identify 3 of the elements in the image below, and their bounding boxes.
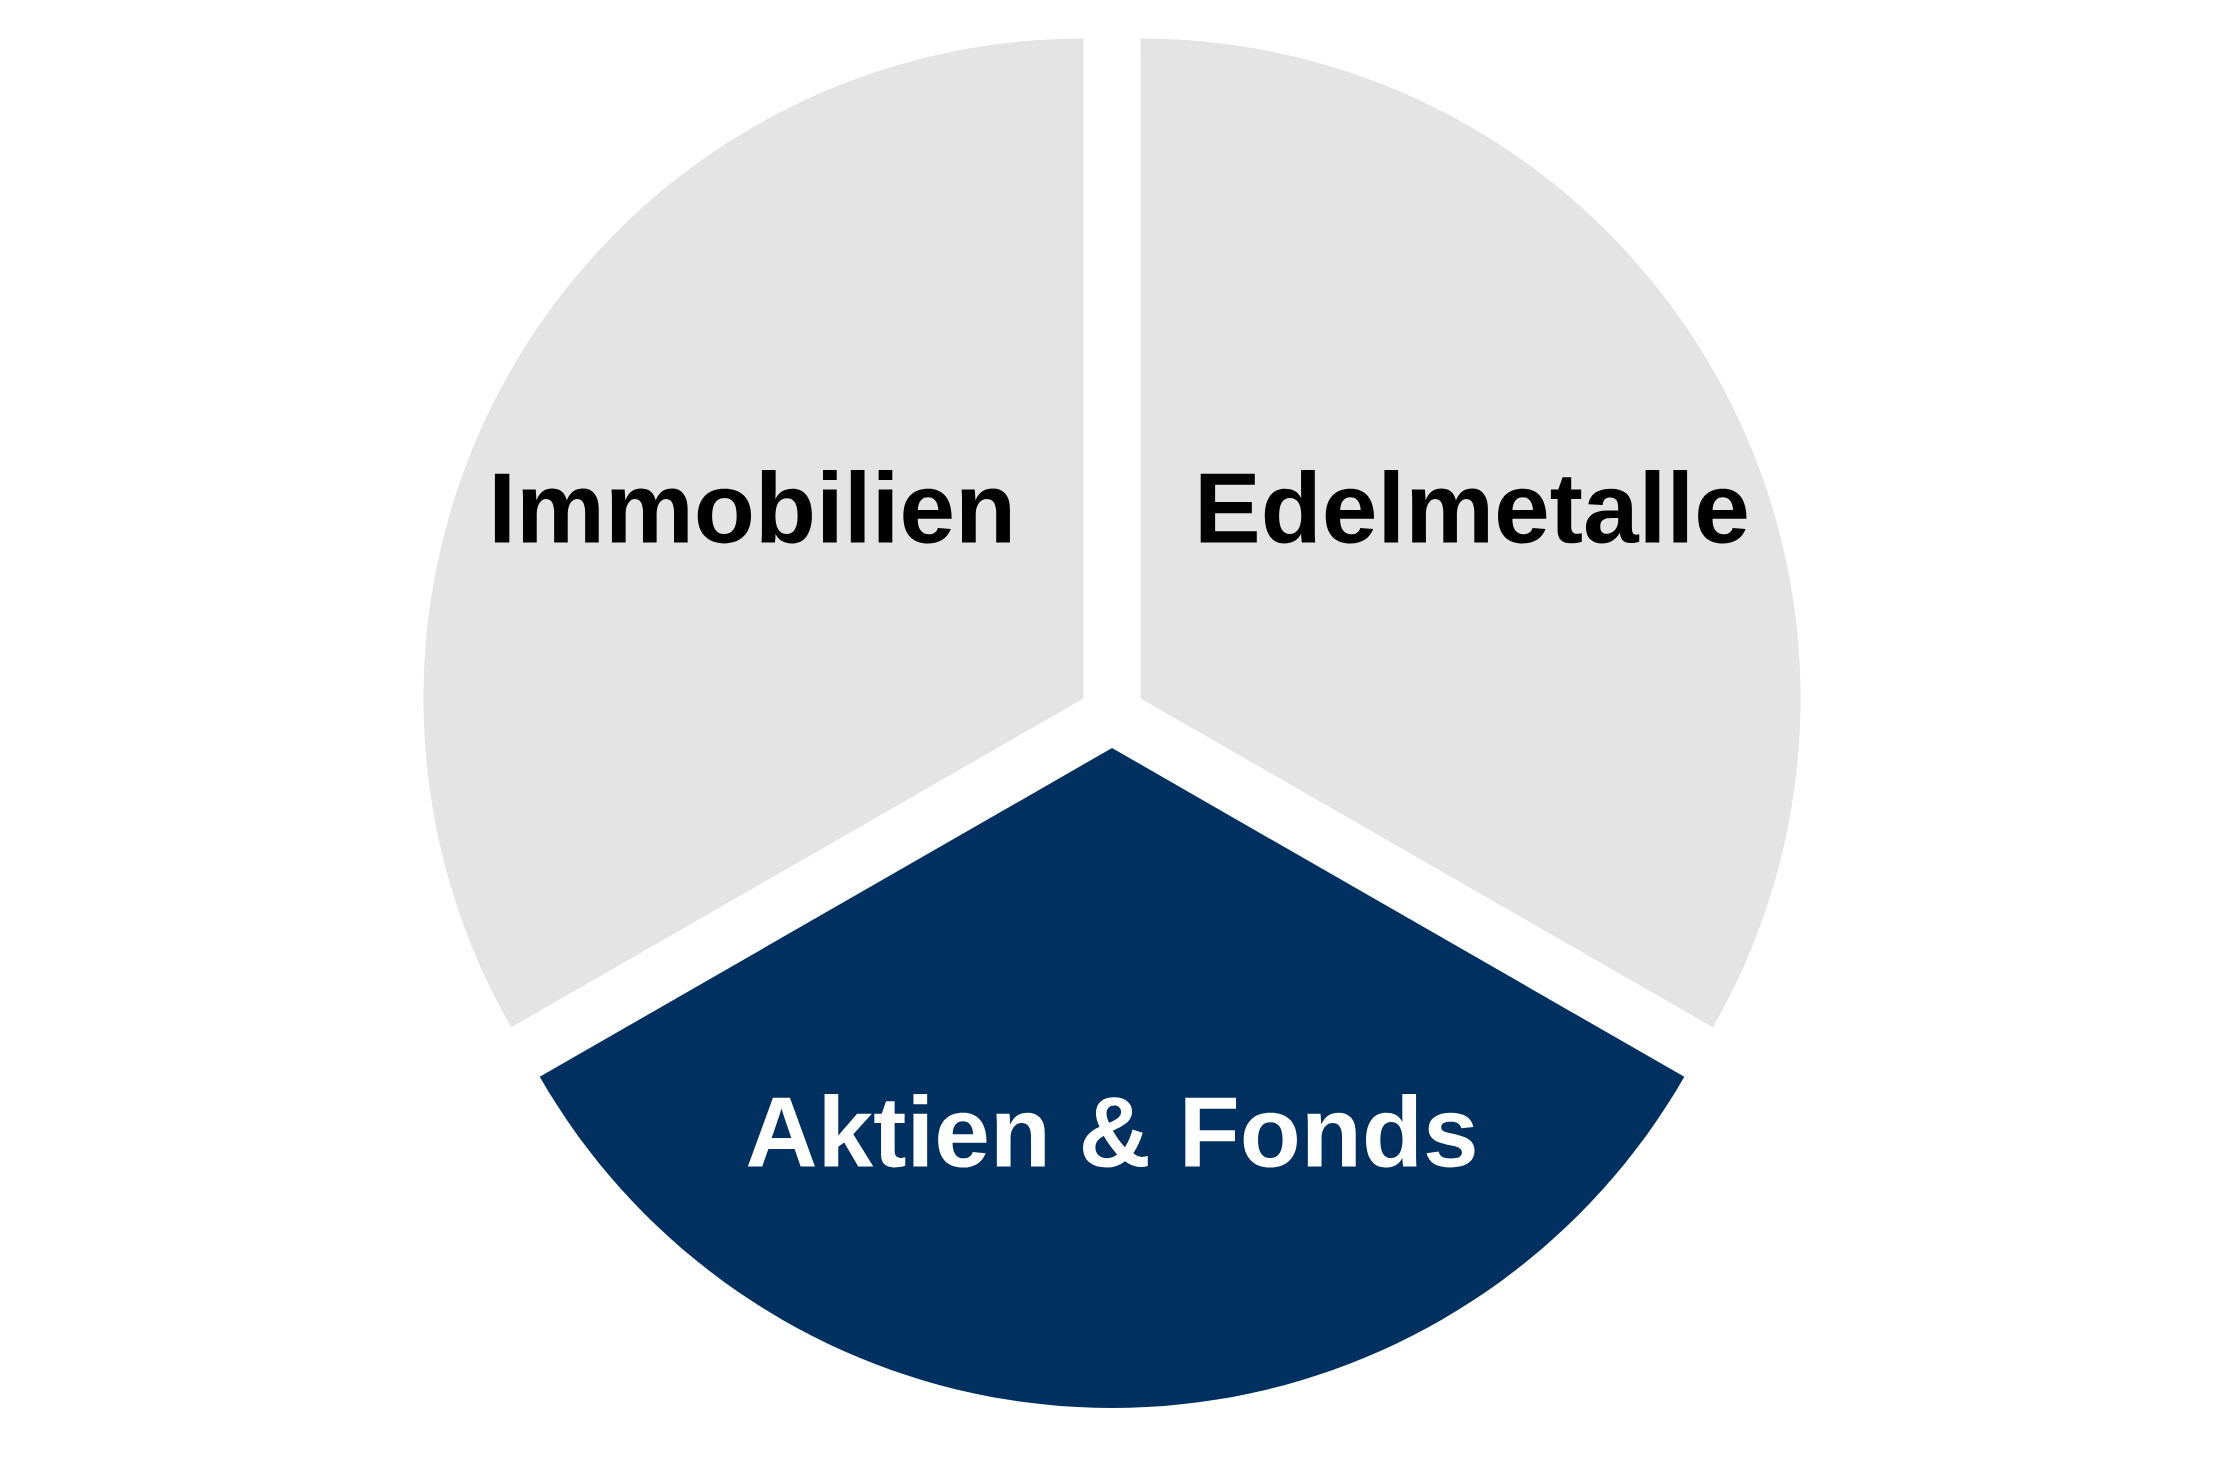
- slice-label: Immobilien: [494, 469, 1010, 544]
- slice-label: Edelmetalle: [1200, 469, 1747, 544]
- slice-label: Aktien & Fonds: [747, 1094, 1475, 1168]
